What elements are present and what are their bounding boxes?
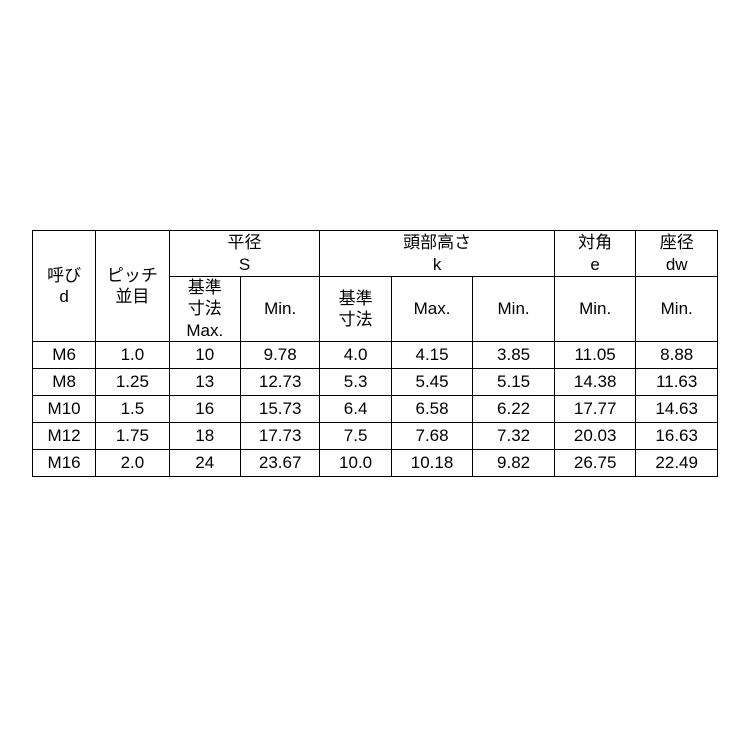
cell-d: M8: [33, 368, 96, 395]
cell-dw: 16.63: [636, 422, 718, 449]
col-s1: 基準寸法Max.: [169, 277, 240, 342]
cell-s1: 10: [169, 341, 240, 368]
table-row: M10 1.5 16 15.73 6.4 6.58 6.22 17.77 14.…: [33, 395, 718, 422]
cell-k3: 5.15: [473, 368, 555, 395]
cell-s1: 24: [169, 449, 240, 476]
cell-k1: 5.3: [320, 368, 391, 395]
cell-k1: 4.0: [320, 341, 391, 368]
table-row: M12 1.75 18 17.73 7.5 7.68 7.32 20.03 16…: [33, 422, 718, 449]
cell-p: 1.25: [96, 368, 169, 395]
cell-p: 2.0: [96, 449, 169, 476]
col-e: 対角e: [554, 231, 636, 277]
col-k2: Max.: [391, 277, 473, 342]
table-row: M6 1.0 10 9.78 4.0 4.15 3.85 11.05 8.88: [33, 341, 718, 368]
cell-k2: 10.18: [391, 449, 473, 476]
col-s2: Min.: [240, 277, 320, 342]
col-d: 呼びd: [33, 231, 96, 342]
cell-k3: 7.32: [473, 422, 555, 449]
cell-d: M10: [33, 395, 96, 422]
cell-s2: 15.73: [240, 395, 320, 422]
cell-k2: 6.58: [391, 395, 473, 422]
col-e-sub: Min.: [554, 277, 636, 342]
spec-table-container: 呼びd ピッチ並目 平径S 頭部高さk 対角e 座径dw 基準寸法Max. Mi…: [32, 230, 718, 477]
cell-s2: 17.73: [240, 422, 320, 449]
cell-dw: 8.88: [636, 341, 718, 368]
table-row: M8 1.25 13 12.73 5.3 5.45 5.15 14.38 11.…: [33, 368, 718, 395]
cell-k2: 5.45: [391, 368, 473, 395]
cell-s1: 18: [169, 422, 240, 449]
cell-e: 17.77: [554, 395, 636, 422]
cell-d: M6: [33, 341, 96, 368]
col-s: 平径S: [169, 231, 320, 277]
cell-k3: 3.85: [473, 341, 555, 368]
cell-p: 1.75: [96, 422, 169, 449]
cell-p: 1.5: [96, 395, 169, 422]
cell-s1: 16: [169, 395, 240, 422]
cell-e: 20.03: [554, 422, 636, 449]
col-k3: Min.: [473, 277, 555, 342]
col-dw: 座径dw: [636, 231, 718, 277]
cell-k2: 4.15: [391, 341, 473, 368]
cell-dw: 14.63: [636, 395, 718, 422]
cell-k1: 10.0: [320, 449, 391, 476]
cell-k1: 6.4: [320, 395, 391, 422]
cell-s2: 12.73: [240, 368, 320, 395]
table-row: M16 2.0 24 23.67 10.0 10.18 9.82 26.75 2…: [33, 449, 718, 476]
cell-k3: 9.82: [473, 449, 555, 476]
col-p: ピッチ並目: [96, 231, 169, 342]
cell-k1: 7.5: [320, 422, 391, 449]
cell-k2: 7.68: [391, 422, 473, 449]
spec-table-body: M6 1.0 10 9.78 4.0 4.15 3.85 11.05 8.88 …: [33, 341, 718, 476]
cell-e: 11.05: [554, 341, 636, 368]
spec-table: 呼びd ピッチ並目 平径S 頭部高さk 対角e 座径dw 基準寸法Max. Mi…: [32, 230, 718, 477]
cell-s2: 23.67: [240, 449, 320, 476]
cell-s1: 13: [169, 368, 240, 395]
cell-e: 14.38: [554, 368, 636, 395]
col-k: 頭部高さk: [320, 231, 554, 277]
col-dw-sub: Min.: [636, 277, 718, 342]
cell-p: 1.0: [96, 341, 169, 368]
col-k1: 基準寸法: [320, 277, 391, 342]
cell-d: M12: [33, 422, 96, 449]
cell-d: M16: [33, 449, 96, 476]
cell-dw: 22.49: [636, 449, 718, 476]
cell-s2: 9.78: [240, 341, 320, 368]
cell-e: 26.75: [554, 449, 636, 476]
cell-dw: 11.63: [636, 368, 718, 395]
cell-k3: 6.22: [473, 395, 555, 422]
